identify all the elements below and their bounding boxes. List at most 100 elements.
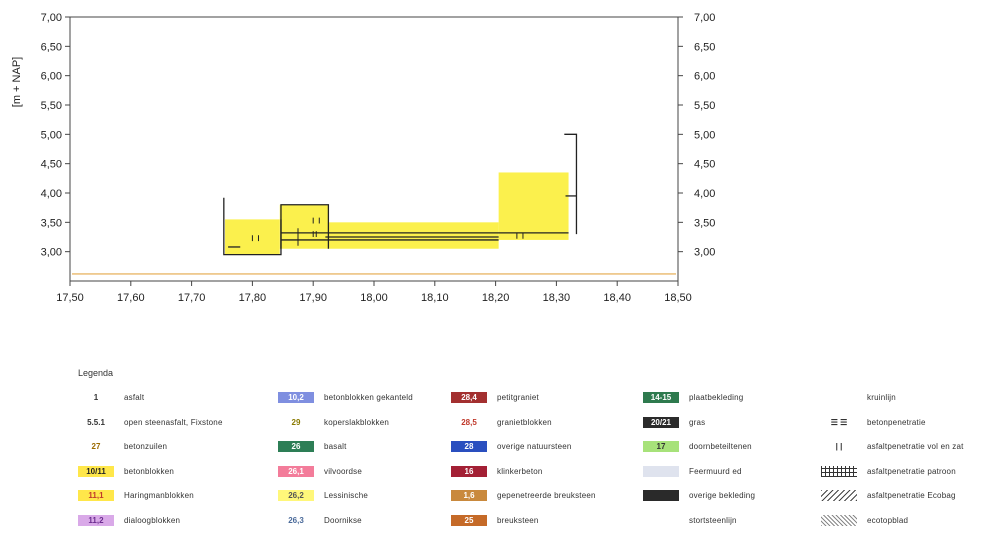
legend-swatch: 17 [643,441,679,452]
legend-swatch: 10/11 [78,465,114,477]
x-tick-label: 17,90 [299,292,327,304]
y-tick-label-left: 7,00 [41,12,62,24]
legend-label: gepenetreerde breuksteen [497,491,596,500]
legend-swatch: 11,2 [78,514,114,526]
legend-swatch: 10,2 [278,392,314,403]
legend-swatch: | | [821,441,857,452]
legend-swatch [643,465,679,477]
legend-label: plaatbekleding [689,393,744,402]
legend-swatch: 25 [451,514,487,526]
legend-swatch: 26,2 [278,490,314,501]
y-tick-label-left: 3,00 [41,247,62,259]
legend-swatch: ☰ ☰ [821,416,857,428]
legend-label: overige bekleding [689,491,756,500]
legend-swatch: 26,3 [278,514,314,526]
legend-label: stortsteenlijn [689,515,737,525]
y-axis-left: 7,00 6,50 6,00 5,50 5,00 4,50 4,00 3,50 3,00 [41,12,70,259]
profile-chart: 17,50 17,60 17,70 17,80 17,90 18,00 18,10 18,20… [11,12,715,304]
y-tick-label-left: 6,50 [41,41,62,53]
legend-label: Feermuurd ed [689,466,742,476]
legend-label: klinkerbeton [497,466,543,476]
y-tick-label-right: 4,00 [694,188,715,200]
legend-label: asfaltpenetratie patroon [867,466,956,476]
legend: Legenda 1 asfalt 5.5.1 open steenasfalt, Fi… [78,368,1004,534]
x-tick-label: 17,70 [178,292,206,304]
legend-swatch [821,514,857,526]
yellow-region [498,172,569,240]
legend-label: gras [689,417,706,427]
x-tick-label: 18,50 [664,292,692,304]
legend-label: betonblokken gekanteld [324,393,413,402]
legend-label: Lessinische [324,491,369,500]
y-tick-label-right: 3,50 [694,217,715,229]
y-tick-label-left: 3,50 [41,217,62,229]
x-tick-label: 17,50 [56,292,84,304]
legend-label: doornbeteiltenen [689,442,752,451]
legend-label: dialoogblokken [124,515,181,525]
x-tick-label: 18,00 [360,292,388,304]
legend-label: breuksteen [497,515,539,525]
legend-label: basalt [324,442,347,451]
y-tick-label-left: 5,50 [41,100,62,112]
legend-swatch [643,490,679,501]
legend-title: Legenda [78,368,114,378]
y-tick-label-right: 4,50 [694,159,715,171]
x-tick-label: 18,30 [543,292,571,304]
legend-swatch: 11,1 [78,490,114,501]
x-axis: 17,50 17,60 17,70 17,80 17,90 18,00 18,10 18,20… [56,281,692,304]
legend-label: vilvoordse [324,466,363,476]
y-axis-label: [m + NAP] [11,57,23,107]
legend-label: asfaltpenetratie vol en zat [867,442,964,451]
y-tick-label-right: 6,00 [694,71,715,83]
y-tick-label-left: 6,00 [41,71,62,83]
yellow-regions [225,172,569,255]
legend-swatch: 14-15 [643,392,679,403]
y-tick-label-left: 5,00 [41,129,62,141]
y-tick-label-right: 5,00 [694,129,715,141]
legend-swatch: 5.5.1 [78,416,114,428]
legend-label: ecotopblad [867,515,909,525]
yellow-region [328,222,499,249]
legend-label: petitgraniet [497,393,539,402]
legend-label: Doornikse [324,515,362,525]
y-tick-label-right: 6,50 [694,41,715,53]
legend-label: overige natuursteen [497,442,572,451]
legend-swatch: 28 [451,441,487,452]
legend-swatch [821,490,857,501]
legend-swatch: 1 [78,392,114,403]
x-tick-label: 18,10 [421,292,449,304]
legend-swatch: 26,1 [278,465,314,477]
legend-label: Haringmanblokken [124,491,194,500]
legend-label: betonzuilen [124,442,168,451]
y-tick-label-left: 4,00 [41,188,62,200]
legend-label: granietblokken [497,417,552,427]
legend-swatch: 1,6 [451,490,487,501]
legend-swatch: 26 [278,441,314,452]
legend-label: kruinlijn [867,393,896,402]
legend-label: koperslakblokken [324,417,390,427]
legend-swatch [821,392,857,403]
yellow-region [279,204,329,249]
y-tick-label-right: 3,00 [694,247,715,259]
profile-lines [72,133,676,275]
profile-line [280,204,330,249]
legend-label: betonpenetratie [867,417,926,427]
legend-label: open steenasfalt, Fixstone [124,417,223,427]
legend-swatch: 28,4 [451,392,487,403]
legend-swatch: 16 [451,465,487,477]
legend-swatch: 29 [278,416,314,428]
y-tick-label-left: 4,50 [41,159,62,171]
legend-swatch: 28,5 [451,416,487,428]
y-axis-right: 7,00 6,50 6,00 5,50 5,00 4,50 4,00 3,50 3,00 [678,12,715,259]
x-tick-label: 18,20 [482,292,510,304]
legend-swatch: 27 [78,441,114,452]
legend-swatch [821,465,857,477]
legend-swatch: 20/21 [643,416,679,428]
legend-swatch [643,514,679,526]
x-tick-label: 18,40 [603,292,631,304]
x-tick-label: 17,60 [117,292,145,304]
legend-label: asfaltpenetratie Ecobag [867,491,956,500]
y-tick-label-right: 5,50 [694,100,715,112]
legend-label: betonblokken [124,466,174,476]
y-tick-label-right: 7,00 [694,12,715,24]
